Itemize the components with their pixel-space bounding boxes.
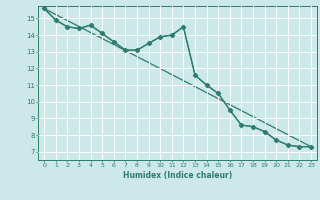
X-axis label: Humidex (Indice chaleur): Humidex (Indice chaleur): [123, 171, 232, 180]
